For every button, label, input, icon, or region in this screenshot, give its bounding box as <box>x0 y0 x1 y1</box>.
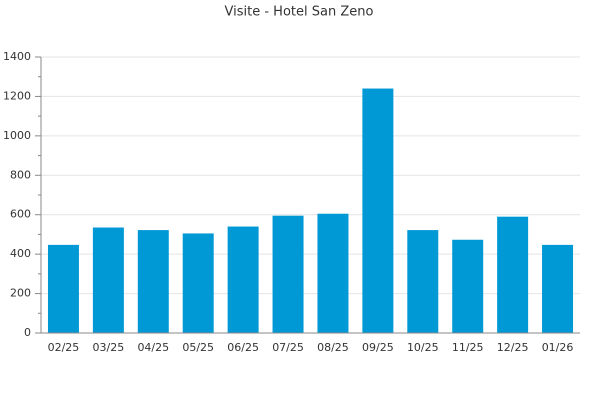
bar <box>452 239 484 333</box>
x-tick-label: 03/25 <box>93 341 125 354</box>
y-tick-label: 1200 <box>3 89 31 102</box>
x-tick-label: 07/25 <box>272 341 304 354</box>
bar <box>497 216 529 333</box>
bar <box>407 230 439 333</box>
x-tick-label: 06/25 <box>227 341 259 354</box>
x-tick-label: 10/25 <box>407 341 439 354</box>
x-tick-label: 01/26 <box>542 341 574 354</box>
bar <box>317 213 349 333</box>
x-tick-label: 04/25 <box>137 341 169 354</box>
x-tick-label: 02/25 <box>48 341 80 354</box>
y-tick-label: 1400 <box>3 50 31 63</box>
bar <box>92 227 124 333</box>
y-tick-label: 1000 <box>3 129 31 142</box>
y-tick-label: 0 <box>24 326 31 339</box>
x-tick-label: 12/25 <box>497 341 529 354</box>
x-tick-label: 05/25 <box>182 341 214 354</box>
x-tick-label: 11/25 <box>452 341 484 354</box>
y-tick-label: 600 <box>10 208 31 221</box>
y-tick-label: 200 <box>10 287 31 300</box>
x-tick-label: 08/25 <box>317 341 349 354</box>
bar <box>362 88 394 334</box>
bar <box>137 230 169 333</box>
bar <box>542 244 574 333</box>
y-tick-label: 400 <box>10 247 31 260</box>
bar <box>272 215 304 333</box>
chart-title: Visite - Hotel San Zeno <box>225 5 374 20</box>
y-tick-label: 800 <box>10 168 31 181</box>
bar <box>227 226 259 333</box>
bar <box>182 233 214 333</box>
x-tick-label: 09/25 <box>362 341 394 354</box>
bar <box>47 244 79 333</box>
